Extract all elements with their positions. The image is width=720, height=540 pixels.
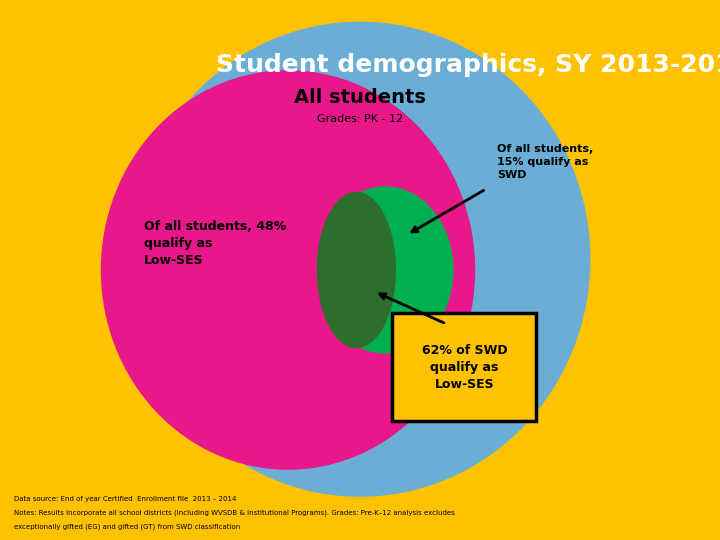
Text: Grades: PK - 12: Grades: PK - 12: [317, 114, 403, 124]
Ellipse shape: [317, 192, 396, 348]
Text: Student demographics, SY 2013-2014: Student demographics, SY 2013-2014: [216, 53, 720, 77]
Text: exceptionally gifted (EG) and gifted (GT) from SWD classification: exceptionally gifted (EG) and gifted (GT…: [14, 523, 240, 530]
Text: 62% of SWD
qualify as
Low-SES: 62% of SWD qualify as Low-SES: [422, 343, 507, 391]
Text: Of all students, 48%
qualify as
Low-SES: Of all students, 48% qualify as Low-SES: [144, 219, 287, 267]
Text: All students: All students: [294, 87, 426, 107]
Ellipse shape: [317, 186, 454, 354]
Text: Data source: End of year Certified  Enrollment file  2013 – 2014: Data source: End of year Certified Enrol…: [14, 496, 237, 503]
Text: Notes: Results incorporate all school districts (including WVSDB & Institutional: Notes: Results incorporate all school di…: [14, 510, 455, 516]
Bar: [392, 313, 536, 421]
Ellipse shape: [130, 22, 590, 497]
Ellipse shape: [101, 70, 475, 470]
Text: Of all students,
15% qualify as
SWD: Of all students, 15% qualify as SWD: [497, 144, 593, 180]
